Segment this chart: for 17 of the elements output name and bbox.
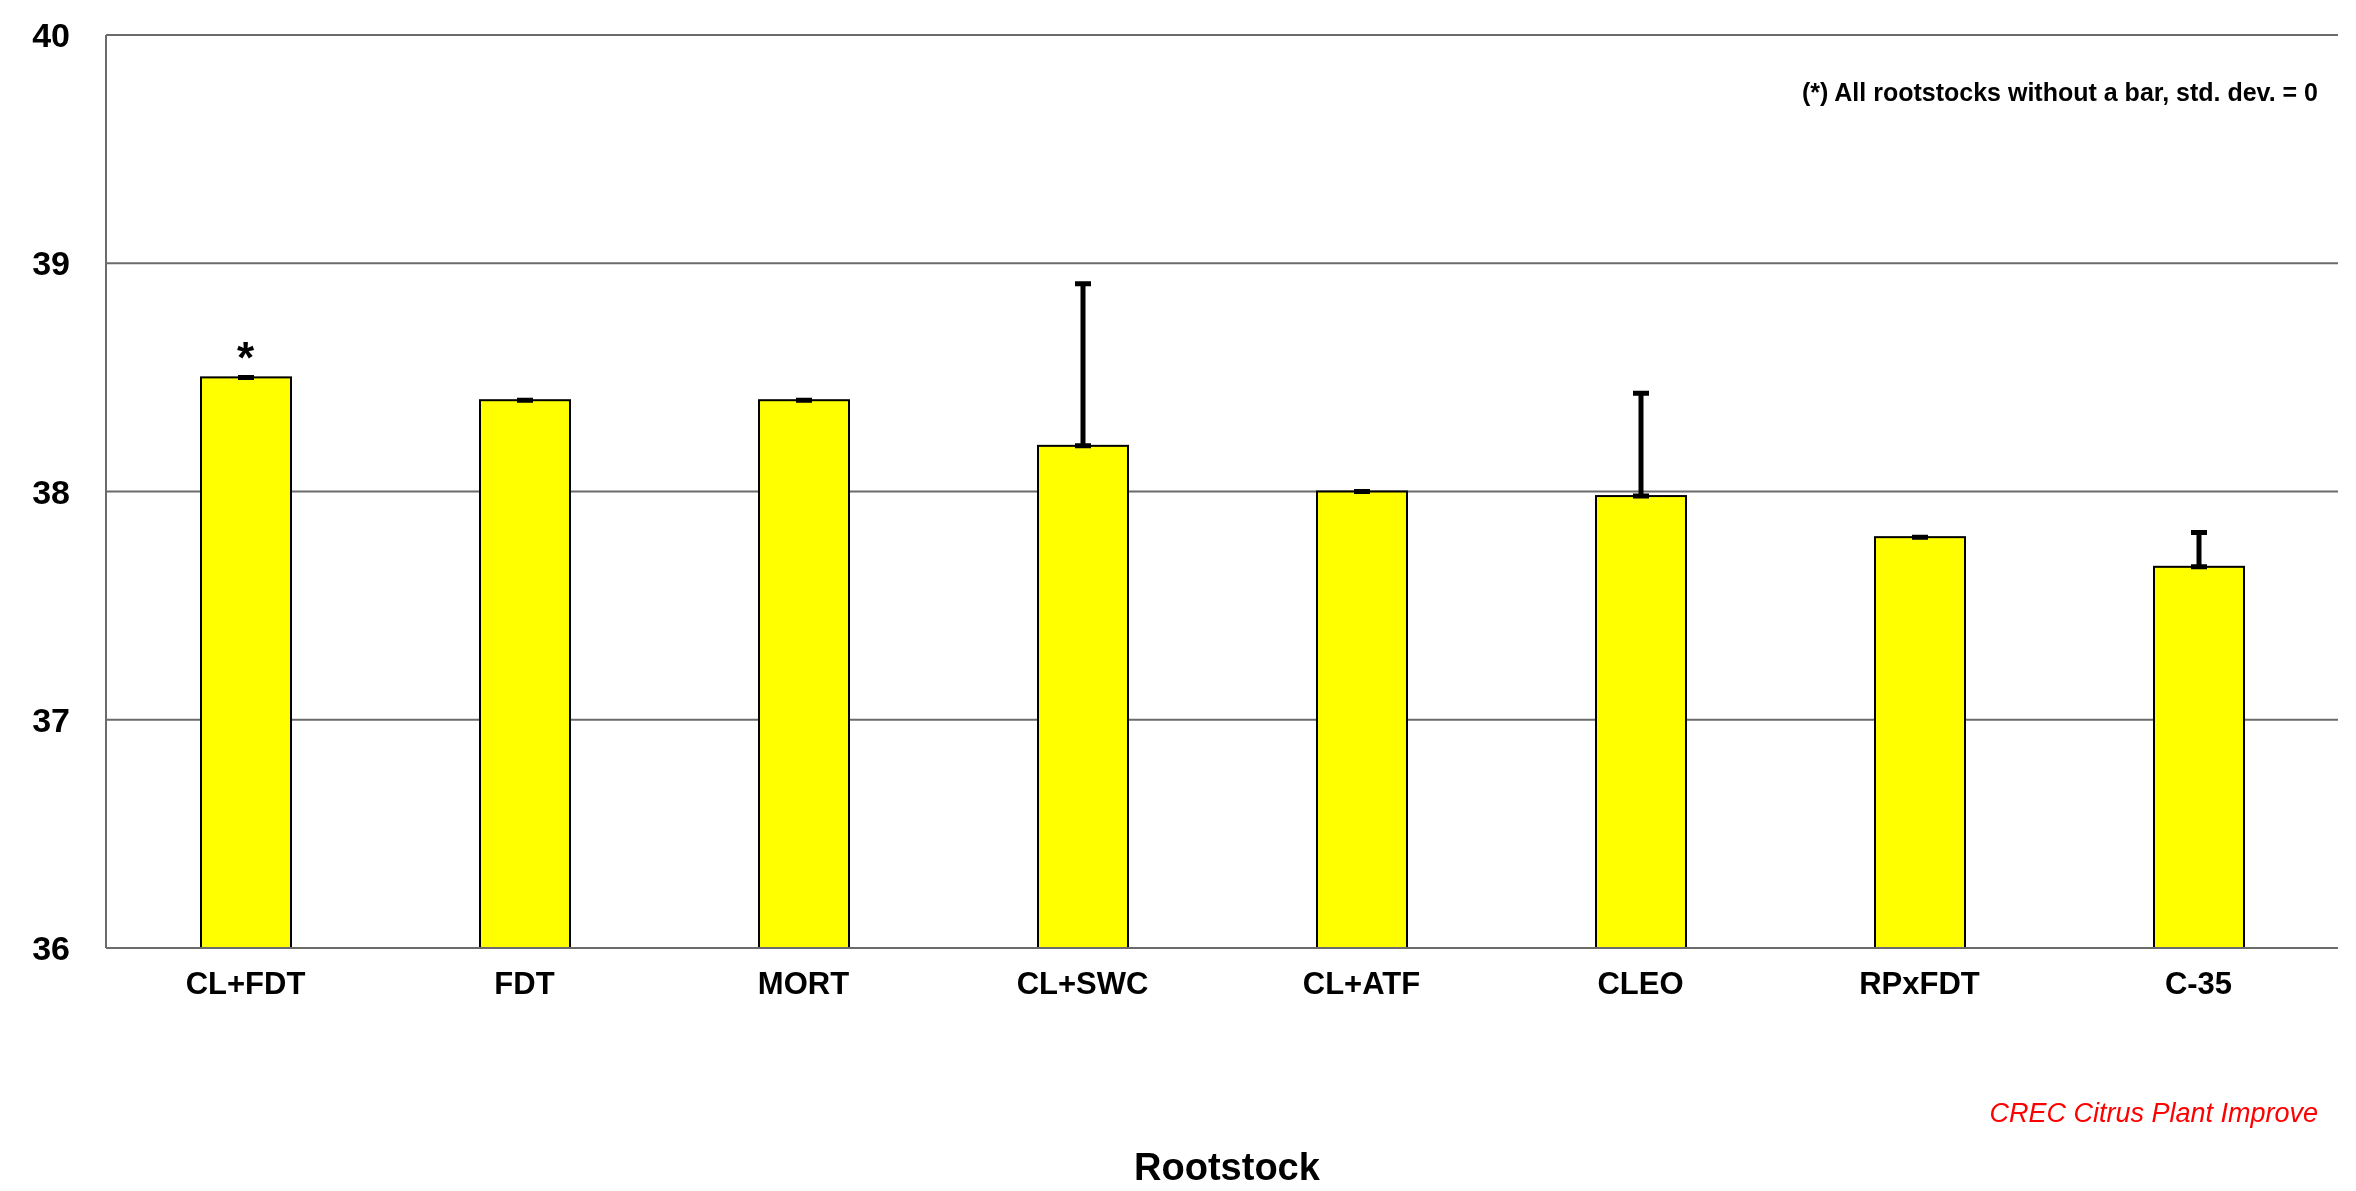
annotation: (*) All rootstocks without a bar, std. dev. = 0 — [1801, 78, 2318, 107]
x-tick-label: CLEO — [1597, 966, 1684, 1002]
text: CREC Citrus Plant Improve — [1989, 1098, 2318, 1129]
x-tick-label: CL+ATF — [1302, 966, 1421, 1002]
y-tick-label: 39 — [32, 244, 70, 283]
y-tick-label: 38 — [32, 472, 70, 511]
x-tick-label: CL+FDT — [185, 966, 306, 1002]
x-tick-label: RPxFDT — [1859, 966, 1980, 1002]
y-tick-label: 37 — [32, 700, 70, 739]
x-axis-title: Rootstock — [1133, 1146, 1321, 1188]
x-tick-label: CL+SWC — [1016, 966, 1149, 1002]
x-tick-label: MORT — [757, 966, 850, 1002]
y-tick-label: 36 — [32, 929, 70, 968]
y-tick-label: 40 — [32, 16, 70, 55]
x-tick-label: C-35 — [2164, 966, 2233, 1002]
x-tick-label: FDT — [494, 966, 555, 1002]
annotation: * — [236, 333, 255, 383]
